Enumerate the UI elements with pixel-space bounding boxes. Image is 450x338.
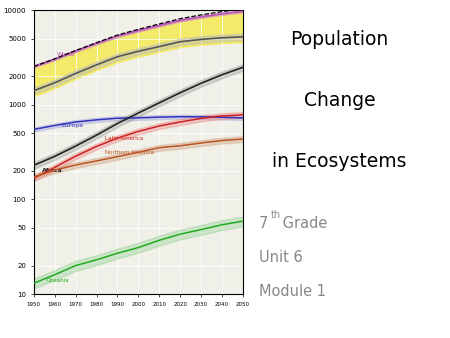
Text: Africa: Africa <box>42 168 63 173</box>
Text: 7: 7 <box>259 216 268 231</box>
Text: Europe: Europe <box>61 123 83 128</box>
Text: Change: Change <box>304 91 376 110</box>
Text: Unit 6: Unit 6 <box>259 250 302 265</box>
Text: World: World <box>57 52 75 57</box>
Text: Population: Population <box>291 30 389 49</box>
Text: in Ecosystems: in Ecosystems <box>273 152 407 171</box>
Text: th: th <box>271 210 281 220</box>
Text: Northern America: Northern America <box>105 150 154 155</box>
Text: Grade: Grade <box>278 216 327 231</box>
Text: Module 1: Module 1 <box>259 284 326 299</box>
Text: Latin America: Latin America <box>105 137 143 141</box>
Text: Oceania: Oceania <box>46 278 69 283</box>
